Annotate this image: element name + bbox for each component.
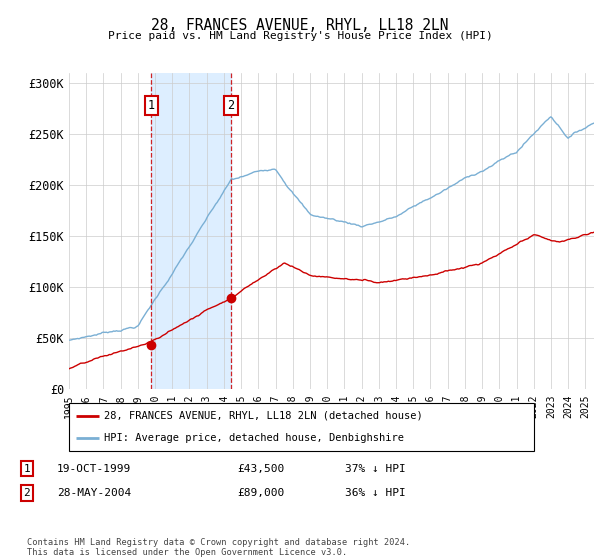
Text: Contains HM Land Registry data © Crown copyright and database right 2024.
This d: Contains HM Land Registry data © Crown c… [27, 538, 410, 557]
Text: 19-OCT-1999: 19-OCT-1999 [57, 464, 131, 474]
Text: HPI: Average price, detached house, Denbighshire: HPI: Average price, detached house, Denb… [104, 433, 404, 444]
Text: 28-MAY-2004: 28-MAY-2004 [57, 488, 131, 498]
Text: 28, FRANCES AVENUE, RHYL, LL18 2LN: 28, FRANCES AVENUE, RHYL, LL18 2LN [151, 18, 449, 34]
Text: 37% ↓ HPI: 37% ↓ HPI [345, 464, 406, 474]
Text: 1: 1 [23, 464, 31, 474]
Bar [151, 73, 231, 389]
Text: 1: 1 [148, 99, 155, 112]
Text: £89,000: £89,000 [237, 488, 284, 498]
Text: 2: 2 [23, 488, 31, 498]
Text: 36% ↓ HPI: 36% ↓ HPI [345, 488, 406, 498]
Text: £43,500: £43,500 [237, 464, 284, 474]
Text: 28, FRANCES AVENUE, RHYL, LL18 2LN (detached house): 28, FRANCES AVENUE, RHYL, LL18 2LN (deta… [104, 410, 422, 421]
Text: Price paid vs. HM Land Registry's House Price Index (HPI): Price paid vs. HM Land Registry's House … [107, 31, 493, 41]
FancyBboxPatch shape [69, 403, 534, 451]
Text: 2: 2 [227, 99, 235, 112]
